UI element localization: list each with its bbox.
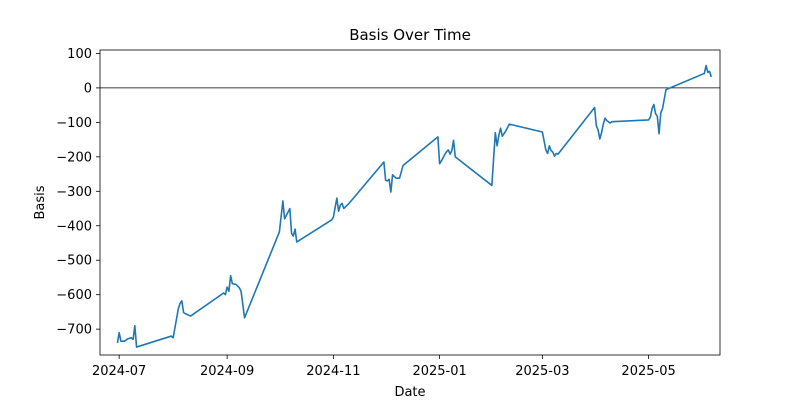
y-axis-label: Basis <box>33 185 48 219</box>
y-tick-label: −400 <box>56 219 92 234</box>
x-axis-label: Date <box>394 385 425 400</box>
series-line-0 <box>116 64 713 348</box>
x-tick-label: 2024-11 <box>306 364 360 379</box>
y-tick-label: −300 <box>56 185 92 200</box>
x-tick-label: 2024-09 <box>200 364 254 379</box>
y-tick-label: −500 <box>56 254 92 269</box>
y-tick-label: −700 <box>56 323 92 338</box>
y-tick-label: −200 <box>56 150 92 165</box>
x-tick-label: 2025-01 <box>412 364 466 379</box>
y-tick-label: 100 <box>67 47 92 62</box>
x-tick-label: 2025-03 <box>515 364 569 379</box>
y-axis: 100 0 −100 −200 −300 −400 −500 −600 −700 <box>56 47 100 338</box>
chart-title: Basis Over Time <box>349 26 471 44</box>
y-tick-label: −100 <box>56 116 92 131</box>
x-tick-label: 2024-07 <box>92 364 146 379</box>
y-tick-label: −600 <box>56 288 92 303</box>
y-tick-label: 0 <box>84 81 92 96</box>
plot-frame <box>99 49 721 356</box>
plot-area <box>100 64 720 348</box>
x-tick-label: 2025-05 <box>621 364 675 379</box>
x-axis: 2024-07 2024-09 2024-11 2025-01 2025-03 2025-… <box>92 355 676 379</box>
